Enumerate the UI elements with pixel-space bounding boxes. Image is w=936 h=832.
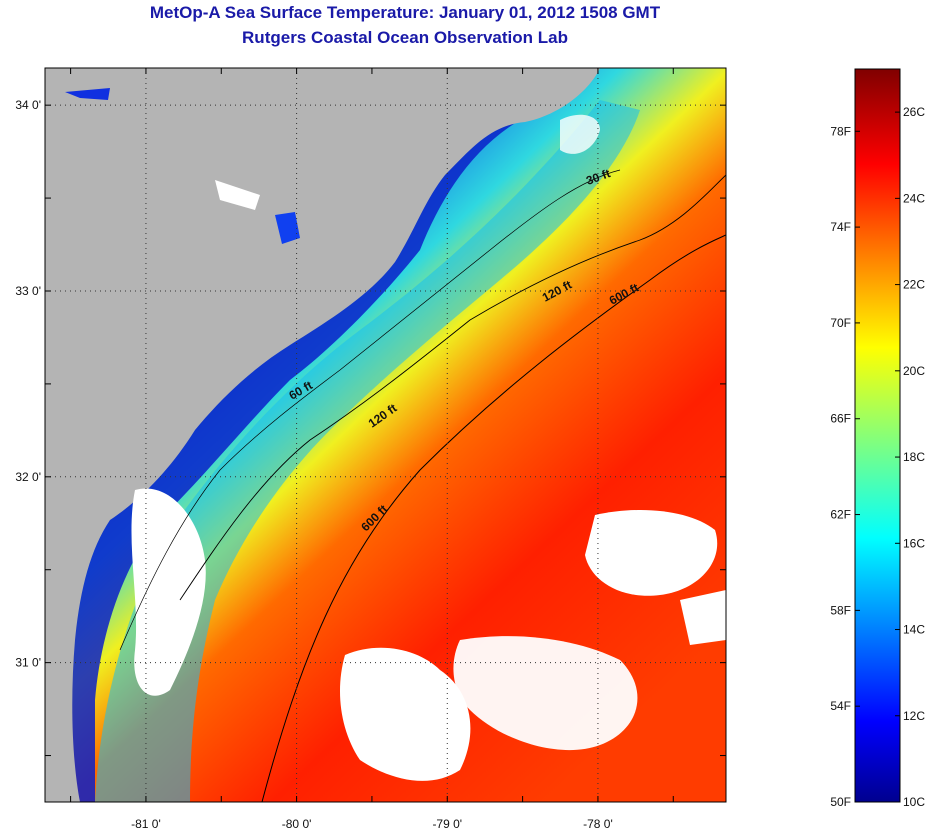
cloud-patch	[585, 510, 718, 596]
land-mass	[45, 68, 600, 802]
celsius-tick-label: 18C	[903, 450, 925, 464]
cloud-patch	[680, 590, 726, 645]
graticule	[45, 68, 726, 802]
fahrenheit-tick-label: 50F	[830, 795, 851, 809]
isobath-600ft	[261, 234, 726, 802]
cloud-patch	[453, 636, 638, 751]
cool-shelf-water	[95, 100, 640, 802]
lon-tick-label: -79 0'	[432, 817, 462, 831]
lon-tick-label: -80 0'	[282, 817, 312, 831]
fahrenheit-tick-label: 58F	[830, 603, 851, 617]
celsius-tick-label: 14C	[903, 623, 925, 637]
celsius-tick-label: 16C	[903, 536, 925, 550]
inland-lake	[275, 212, 300, 244]
lon-tick-label: -81 0'	[131, 817, 161, 831]
isobath-120ft	[179, 174, 726, 601]
cloud-patch	[131, 488, 206, 696]
lat-tick-label: 34 0'	[15, 98, 41, 112]
celsius-tick-label: 12C	[903, 709, 925, 723]
map-title: MetOp-A Sea Surface Temperature: January…	[149, 3, 661, 22]
celsius-tick-label: 20C	[903, 364, 925, 378]
fahrenheit-tick-label: 70F	[830, 316, 851, 330]
inland-lake	[65, 88, 110, 100]
fahrenheit-tick-label: 62F	[830, 508, 851, 522]
colorbar-ticks: 26C 24C 22C 20C 18C 16C 14C 12C 10C 78F 74F 70F 66F 6…	[830, 105, 925, 809]
celsius-tick-label: 26C	[903, 105, 925, 119]
fahrenheit-tick-label: 66F	[830, 412, 851, 426]
colorbar	[854, 68, 901, 803]
map-plot-area: 120 ft 120 ft 600 ft 600 ft 60 ft 30 ft	[45, 68, 726, 802]
lon-tick-label: -78 0'	[583, 817, 613, 831]
fahrenheit-tick-label: 78F	[830, 124, 851, 138]
isobath-60ft	[119, 169, 621, 651]
map-frame	[44, 67, 727, 803]
fahrenheit-tick-label: 54F	[830, 699, 851, 713]
celsius-tick-label: 10C	[903, 795, 925, 809]
cloud-patch	[215, 180, 260, 210]
map-axes: -81 0' -80 0' -79 0' -78 0' 34 0' 33 0' 32 0' 3…	[15, 68, 726, 831]
lat-tick-label: 32 0'	[15, 470, 41, 484]
lat-tick-label: 33 0'	[15, 284, 41, 298]
fahrenheit-tick-label: 74F	[830, 220, 851, 234]
celsius-tick-label: 22C	[903, 278, 925, 292]
map-subtitle: Rutgers Coastal Ocean Observation Lab	[242, 28, 568, 47]
cloud-patch	[560, 114, 600, 154]
lat-tick-label: 31 0'	[15, 656, 41, 670]
cloud-patch	[340, 647, 471, 781]
celsius-tick-label: 24C	[903, 191, 925, 205]
